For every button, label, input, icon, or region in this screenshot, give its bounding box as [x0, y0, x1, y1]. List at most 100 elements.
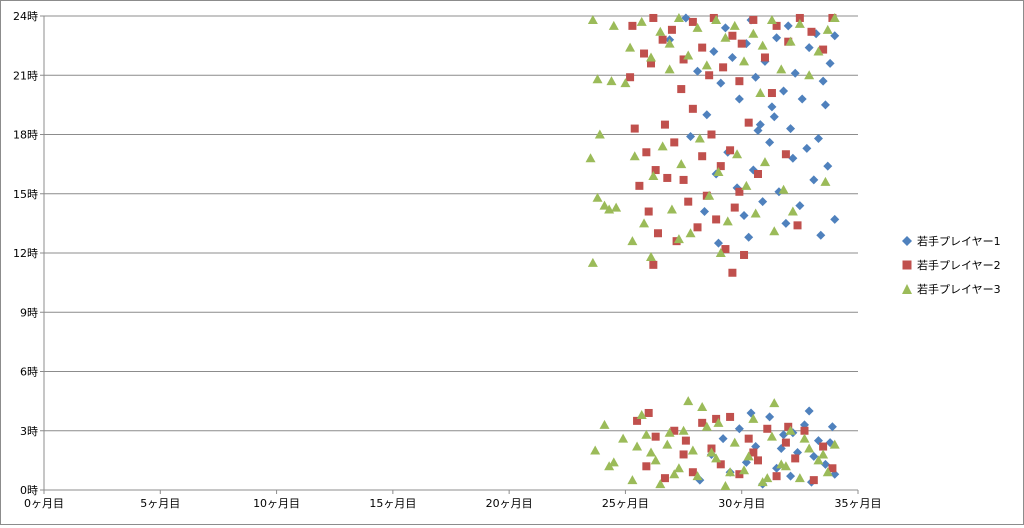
data-point — [778, 184, 789, 194]
data-point — [627, 475, 638, 485]
data-point — [734, 94, 744, 104]
data-point — [599, 200, 610, 210]
data-point — [781, 150, 790, 159]
data-point — [767, 102, 777, 112]
data-point — [744, 232, 754, 242]
series-3 — [585, 12, 840, 491]
data-point — [769, 112, 779, 122]
x-tick-label: 5ヶ月目 — [140, 497, 180, 510]
data-point — [804, 43, 814, 53]
y-tick-label: 21時 — [13, 69, 38, 82]
data-point — [716, 460, 725, 469]
data-point — [640, 49, 649, 58]
data-point — [813, 46, 824, 56]
data-point — [790, 68, 800, 78]
data-point — [700, 207, 710, 217]
y-tick-label: 18時 — [13, 129, 38, 142]
data-point — [705, 71, 714, 80]
data-point — [795, 13, 804, 22]
data-point — [644, 408, 653, 417]
data-point — [772, 33, 782, 43]
data-point — [688, 104, 697, 113]
data-point — [809, 476, 818, 485]
data-point — [683, 396, 694, 406]
data-point — [697, 402, 708, 412]
data-point — [712, 215, 721, 224]
data-point — [715, 248, 726, 257]
data-point — [662, 439, 673, 449]
data-point — [677, 85, 686, 94]
data-point — [651, 432, 660, 441]
data-point — [692, 471, 703, 481]
data-point — [642, 462, 651, 471]
data-point — [760, 53, 769, 62]
data-point — [701, 60, 712, 70]
data-point — [776, 64, 787, 74]
data-point — [769, 226, 780, 236]
data-point — [749, 15, 758, 24]
gridlines — [44, 15, 858, 432]
data-point — [788, 153, 798, 163]
data-point — [820, 100, 830, 110]
data-point — [687, 445, 698, 455]
data-point — [785, 425, 796, 435]
data-point — [720, 481, 731, 491]
data-point — [698, 152, 707, 161]
data-point — [751, 72, 761, 82]
data-point — [658, 35, 667, 44]
data-point — [729, 437, 740, 447]
data-point — [651, 166, 660, 175]
data-point — [698, 418, 707, 427]
data-point — [590, 445, 601, 455]
data-point — [794, 18, 805, 28]
data-point — [642, 148, 651, 157]
data-point — [713, 417, 724, 427]
data-point — [744, 434, 753, 443]
series-2 — [626, 13, 837, 485]
data-point — [794, 473, 805, 483]
data-point — [719, 63, 728, 72]
data-point — [657, 141, 668, 151]
data-point — [704, 190, 715, 200]
data-point — [709, 13, 718, 22]
data-point — [628, 21, 637, 30]
data-point — [620, 78, 631, 88]
data-point — [749, 448, 758, 457]
x-tick-label: 10ヶ月目 — [253, 497, 300, 510]
data-point — [791, 454, 800, 463]
data-point — [797, 94, 807, 104]
data-point — [730, 203, 739, 212]
data-point — [720, 23, 730, 33]
data-point — [678, 425, 689, 435]
x-tick-label: 30ヶ月目 — [718, 497, 765, 510]
data-point — [829, 439, 840, 449]
data-point — [633, 416, 642, 425]
data-point — [800, 426, 809, 435]
data-point — [735, 77, 744, 86]
data-point — [720, 32, 731, 42]
data-point — [650, 455, 661, 465]
data-point — [688, 468, 697, 477]
legend-label: 若手プレイヤー3 — [917, 283, 1001, 296]
data-point — [743, 451, 754, 461]
data-point — [772, 21, 781, 30]
data-point — [592, 74, 603, 84]
data-point — [786, 124, 796, 134]
data-point — [829, 12, 840, 22]
data-point — [759, 157, 770, 167]
data-point — [664, 427, 675, 437]
data-point — [646, 447, 657, 457]
data-point — [804, 443, 815, 453]
data-point — [766, 431, 777, 441]
data-point — [599, 419, 610, 429]
data-point — [755, 88, 766, 98]
data-point — [694, 133, 705, 143]
data-point — [739, 210, 749, 220]
data-point — [772, 472, 781, 481]
data-point — [587, 14, 598, 24]
data-point — [737, 39, 746, 48]
data-point — [635, 181, 644, 190]
data-point — [753, 126, 763, 136]
data-point — [679, 175, 688, 184]
y-tick-label: 3時 — [20, 425, 38, 438]
